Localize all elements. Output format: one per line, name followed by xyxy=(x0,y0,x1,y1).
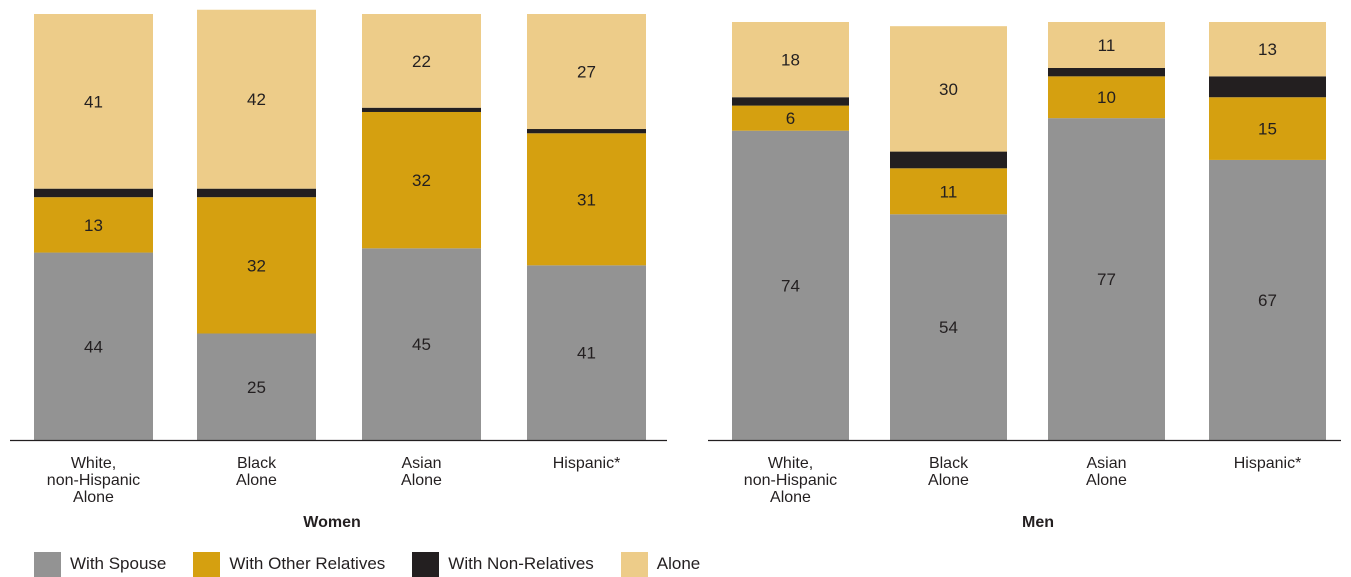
data-label: 74 xyxy=(781,276,800,295)
data-label: 41 xyxy=(577,344,596,363)
bar-segment-with_non_relatives xyxy=(34,188,153,198)
data-label: 13 xyxy=(84,216,103,235)
data-label: 25 xyxy=(247,378,266,397)
data-label: 67 xyxy=(1258,291,1277,310)
category-label: Asian Alone xyxy=(1086,455,1127,489)
bar-segment-alone xyxy=(197,9,316,189)
bar-segment-with_non_relatives xyxy=(732,97,849,106)
bar-segment-with_non_relatives xyxy=(362,107,481,112)
data-label: 6 xyxy=(786,109,795,128)
legend-item: With Spouse xyxy=(34,551,167,577)
bar-segment-with_spouse xyxy=(890,214,1007,440)
data-label: 44 xyxy=(84,337,103,356)
data-label: 54 xyxy=(939,318,958,337)
bar-segment-with_other_relatives xyxy=(197,197,316,334)
legend-label: With Non-Relatives xyxy=(448,554,594,573)
legend-label: With Spouse xyxy=(70,554,167,573)
panel-title: Men xyxy=(1022,514,1054,531)
bar-segment-with_spouse xyxy=(362,248,481,440)
bar-segment-with_spouse xyxy=(1209,159,1326,440)
data-label: 10 xyxy=(1097,88,1116,107)
legend-swatch xyxy=(620,551,648,577)
data-label: 42 xyxy=(247,90,266,109)
data-label: 22 xyxy=(412,52,431,71)
data-label: 27 xyxy=(577,63,596,82)
legend-swatch xyxy=(193,551,221,577)
bar-segment-with_spouse xyxy=(527,265,646,440)
bar-segment-with_other_relatives xyxy=(362,111,481,249)
bar-segment-alone xyxy=(1209,22,1326,77)
legend-item: With Non-Relatives xyxy=(412,551,594,577)
data-label: 30 xyxy=(939,80,958,99)
data-label: 15 xyxy=(1258,120,1277,139)
legend-label: With Other Relatives xyxy=(229,554,386,573)
category-label: White, non-Hispanic Alone xyxy=(47,455,140,506)
bar-segment-with_other_relatives xyxy=(890,168,1007,215)
legend: With Spouse With Other Relatives With Non-… xyxy=(34,551,727,577)
bar-segment-alone xyxy=(1048,22,1165,68)
bar-segment-alone xyxy=(890,26,1007,152)
bar-segment-alone xyxy=(362,14,481,108)
data-label: 31 xyxy=(577,190,596,209)
bar-segment-with_non_relatives xyxy=(890,151,1007,169)
bar-segment-alone xyxy=(732,22,849,98)
bar-segment-with_other_relatives xyxy=(1048,76,1165,119)
bar-segment-with_other_relatives xyxy=(1209,97,1326,160)
data-label: 32 xyxy=(247,256,266,275)
category-label: Black Alone xyxy=(236,455,277,489)
bar-segment-with_spouse xyxy=(732,130,849,440)
bar-segment-with_spouse xyxy=(34,252,153,440)
bar-segment-with_other_relatives xyxy=(34,197,153,253)
category-label: Black Alone xyxy=(928,455,969,489)
bar-segment-with_non_relatives xyxy=(1209,76,1326,98)
legend-item: With Other Relatives xyxy=(193,551,386,577)
data-label: 32 xyxy=(412,171,431,190)
legend-label: Alone xyxy=(656,554,701,573)
legend-swatch xyxy=(34,551,61,577)
data-label: 11 xyxy=(1098,36,1116,55)
data-label: 77 xyxy=(1097,270,1116,289)
category-label: Asian Alone xyxy=(401,455,442,489)
bar-segment-with_non_relatives xyxy=(197,188,316,198)
category-label: Hispanic* xyxy=(1234,455,1302,472)
bar-segment-with_other_relatives xyxy=(527,133,646,266)
panel-title: Women xyxy=(303,514,360,531)
data-label: 41 xyxy=(84,92,103,111)
data-label: 11 xyxy=(940,182,958,201)
bar-segment-alone xyxy=(527,14,646,130)
category-label: White, non-Hispanic Alone xyxy=(744,455,837,506)
legend-swatch xyxy=(412,551,440,577)
category-label: Hispanic* xyxy=(553,455,621,472)
bar-segment-with_non_relatives xyxy=(527,129,646,134)
bar-segment-with_spouse xyxy=(197,333,316,440)
data-label: 45 xyxy=(412,335,431,354)
legend-item: Alone xyxy=(620,551,701,577)
data-label: 18 xyxy=(781,51,800,70)
data-label: 13 xyxy=(1258,40,1277,59)
bar-segment-alone xyxy=(34,14,153,189)
bar-segment-with_other_relatives xyxy=(732,105,849,131)
bar-segment-with_spouse xyxy=(1048,118,1165,440)
bar-segment-with_non_relatives xyxy=(1048,67,1165,77)
